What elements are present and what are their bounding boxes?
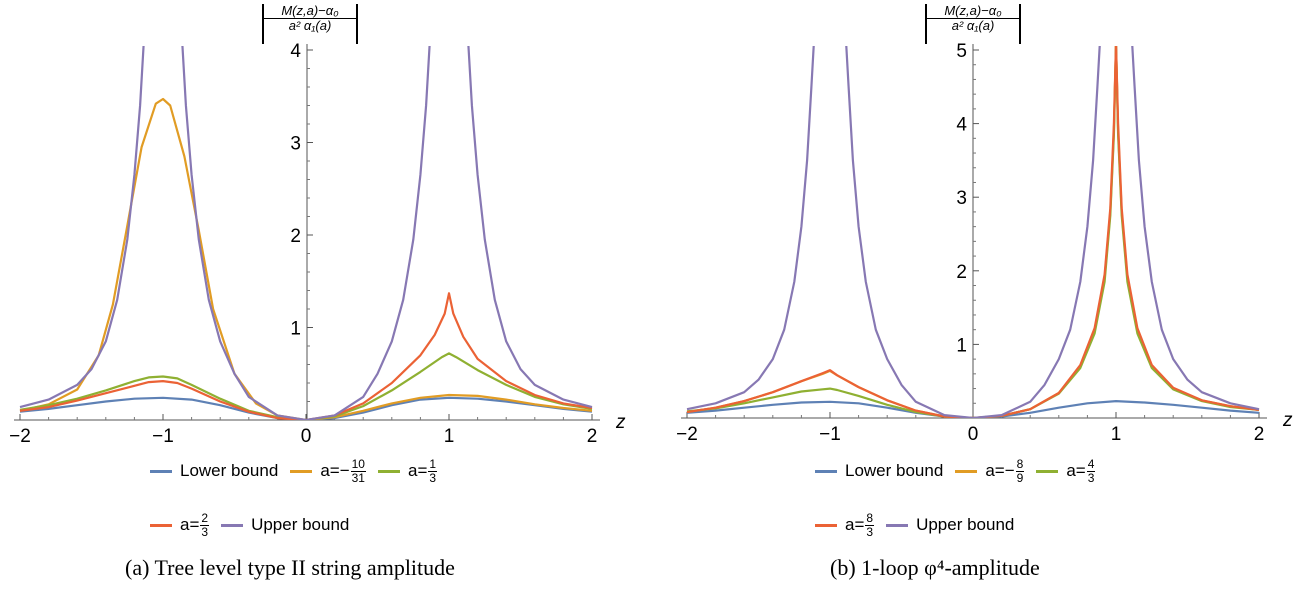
chart-a-x-tick-label: −1: [152, 426, 174, 447]
chart-b-x-tick-label: −1: [819, 424, 841, 445]
chart-b-legend-row-1: Lower bound a=− 8 9 a= 4 3: [815, 458, 1107, 484]
chart-b-legend-label: a=: [1066, 461, 1086, 481]
chart-a-legend-item: Upper bound: [221, 515, 349, 535]
chart-b-x-tick-label: 0: [968, 424, 979, 445]
chart-a-caption: (a) Tree level type II string amplitude: [125, 555, 455, 580]
chart-b-series-lower-bound: [686, 400, 1260, 418]
chart-b-x-tick-label: 1: [1111, 424, 1122, 445]
chart-a-legend-item: a= 1 3: [377, 457, 438, 485]
chart-a-series-upper-bound: [19, 46, 593, 420]
chart-a-legend-swatch: [150, 523, 172, 527]
chart-a-legend-label: a=: [407, 461, 428, 481]
chart-b-legend-item: a= 4 3: [1036, 457, 1096, 485]
chart-panel-a: −2 −1 0 1 2 z 1 2 3 4 M(z,a)−α₀ a² α₁(a) Lower bo…: [0, 0, 640, 596]
chart-a-legend-swatch: [221, 523, 244, 527]
chart-a-y-tick-label: 3: [290, 134, 301, 155]
chart-b-y-tick-label: 2: [956, 262, 967, 283]
chart-b-x-tick-label: 2: [1254, 424, 1265, 445]
chart-a-legend-item: a= 2 3: [150, 511, 210, 539]
chart-b-y-tick-label: 1: [956, 335, 967, 356]
chart-a-legend-row-1: Lower bound a=− 10 31 a= 1 3: [150, 458, 449, 484]
chart-b-series-upper-bound: [686, 46, 1260, 418]
chart-a-x-tick-label: 2: [587, 426, 598, 447]
chart-a-legend-label: a=−: [320, 461, 350, 481]
chart-a-x-tick-label: −2: [9, 426, 31, 447]
chart-a-legend-label: a=: [180, 515, 200, 535]
chart-b-legend-label: Lower bound: [845, 461, 944, 481]
chart-b-legend-row-2: a= 8 3 Upper bound: [815, 512, 1026, 538]
chart-b-caption: (b) 1-loop φ⁴-amplitude: [830, 555, 1040, 580]
chart-b-series-a-8-3: [686, 46, 1260, 418]
chart-a-y-tick-label: 2: [290, 226, 301, 247]
chart-a-x-tick-label: 1: [444, 426, 455, 447]
chart-a-legend-row-2: a= 2 3 Upper bound: [150, 512, 361, 538]
chart-a-y-tick-label: 1: [290, 319, 301, 340]
chart-a-legend-fraction: 10 31: [350, 457, 366, 485]
chart-b-legend-swatch: [1036, 469, 1059, 473]
chart-b-y-axis-label: M(z,a)−α₀ a² α₁(a): [925, 3, 1021, 44]
chart-a-x-tick-label: 0: [301, 426, 312, 447]
chart-a-legend-label: Upper bound: [251, 515, 350, 535]
chart-b-y-tick-label: 5: [956, 41, 967, 62]
chart-b-x-axis-label: z: [1282, 410, 1293, 431]
chart-b-legend-item: Lower bound: [815, 461, 943, 481]
chart-b-legend-swatch: [955, 469, 978, 473]
chart-b-legend-item: a=− 8 9: [955, 457, 1025, 485]
chart-a-legend-item: Lower bound: [150, 461, 278, 481]
chart-a-legend-label: Lower bound: [180, 461, 279, 481]
chart-b-legend-swatch: [815, 469, 837, 473]
chart-b-legend-label: Upper bound: [916, 515, 1015, 535]
chart-b-legend-swatch: [886, 523, 909, 527]
chart-b-y-tick-label: 3: [956, 188, 967, 209]
chart-a-x-axis-label: z: [615, 412, 626, 433]
chart-a-series-lower-bound: [19, 396, 593, 420]
chart-a-series-a-10-31: [19, 97, 593, 420]
chart-a-y-axis-label: M(z,a)−α₀ a² α₁(a): [262, 3, 358, 44]
chart-panel-b: −2 −1 0 1 2 z 1 2 3 4 5 M(z,a)−α₀ a² α₁(a) Lower b…: [665, 0, 1305, 596]
chart-a-legend-swatch: [377, 469, 400, 473]
chart-a-y-tick-label: 4: [290, 41, 301, 62]
chart-b-legend-swatch: [815, 523, 837, 527]
chart-b-legend-item: Upper bound: [886, 515, 1014, 535]
chart-b-x-tick-label: −2: [676, 424, 698, 445]
chart-a-legend-item: a=− 10 31: [290, 458, 366, 484]
chart-b-legend-item: a= 8 3: [815, 511, 875, 539]
chart-a-series-a-1-3: [19, 352, 593, 420]
chart-b-legend-label: a=−: [985, 461, 1015, 481]
chart-a-legend-swatch: [150, 469, 172, 473]
chart-a-legend-swatch: [290, 469, 313, 473]
chart-b-legend-label: a=: [845, 515, 865, 535]
chart-b-y-tick-label: 4: [956, 115, 967, 136]
